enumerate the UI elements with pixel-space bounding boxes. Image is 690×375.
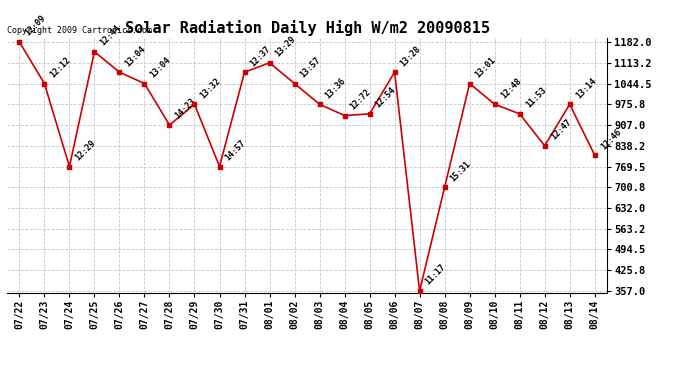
Text: 12:46: 12:46	[599, 127, 623, 151]
Point	[189, 101, 200, 107]
Text: 11:53: 11:53	[524, 86, 548, 109]
Text: 13:01: 13:01	[474, 55, 498, 80]
Text: 13:14: 13:14	[574, 76, 598, 100]
Text: 12:09: 12:09	[23, 14, 48, 38]
Point	[439, 184, 450, 190]
Text: 12:54: 12:54	[374, 86, 398, 109]
Point	[414, 288, 425, 294]
Text: 12:72: 12:72	[348, 87, 373, 111]
Point	[539, 143, 550, 149]
Point	[114, 69, 125, 75]
Text: 14:57: 14:57	[224, 138, 248, 162]
Text: 13:28: 13:28	[399, 44, 423, 68]
Point	[39, 81, 50, 87]
Point	[239, 69, 250, 75]
Point	[389, 69, 400, 75]
Text: 12:47: 12:47	[549, 118, 573, 142]
Text: 12:37: 12:37	[248, 44, 273, 68]
Point	[514, 111, 525, 117]
Text: 13:36: 13:36	[324, 76, 348, 100]
Text: 14:23: 14:23	[174, 97, 198, 121]
Text: 13:57: 13:57	[299, 55, 323, 80]
Point	[589, 152, 600, 158]
Text: 12:44: 12:44	[99, 24, 123, 48]
Point	[14, 39, 25, 45]
Text: 12:29: 12:29	[74, 138, 98, 162]
Point	[364, 111, 375, 117]
Text: 13:29: 13:29	[274, 34, 298, 58]
Text: Copyright 2009 Cartronics.com: Copyright 2009 Cartronics.com	[7, 26, 152, 35]
Point	[214, 164, 225, 170]
Point	[64, 164, 75, 170]
Text: 13:04: 13:04	[148, 55, 172, 80]
Text: 12:12: 12:12	[48, 55, 72, 80]
Point	[89, 49, 100, 55]
Text: 12:48: 12:48	[499, 76, 523, 100]
Text: 11:17: 11:17	[424, 263, 448, 287]
Point	[139, 81, 150, 87]
Title: Solar Radiation Daily High W/m2 20090815: Solar Radiation Daily High W/m2 20090815	[125, 20, 489, 36]
Point	[289, 81, 300, 87]
Text: 13:32: 13:32	[199, 76, 223, 100]
Text: 15:31: 15:31	[448, 159, 473, 183]
Point	[489, 101, 500, 107]
Point	[339, 112, 350, 118]
Point	[464, 81, 475, 87]
Point	[314, 101, 325, 107]
Point	[164, 122, 175, 128]
Point	[264, 60, 275, 66]
Text: 13:04: 13:04	[124, 44, 148, 68]
Point	[564, 101, 575, 107]
